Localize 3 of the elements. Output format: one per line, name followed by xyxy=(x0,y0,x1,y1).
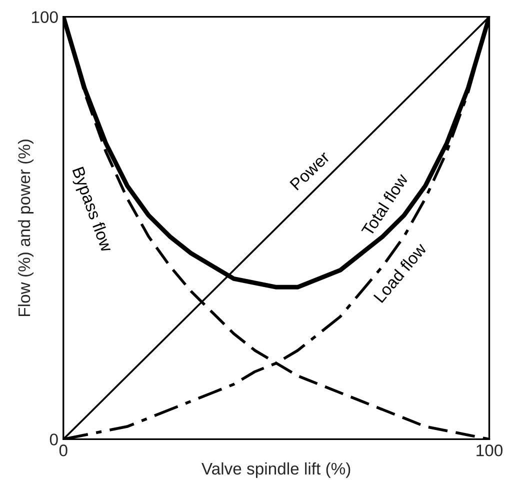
text: Bypass flow xyxy=(69,166,114,254)
y-axis-title: Flow (%) and power (%) xyxy=(18,140,34,316)
x-axis-title: Valve spindle lift (%) xyxy=(202,462,350,478)
